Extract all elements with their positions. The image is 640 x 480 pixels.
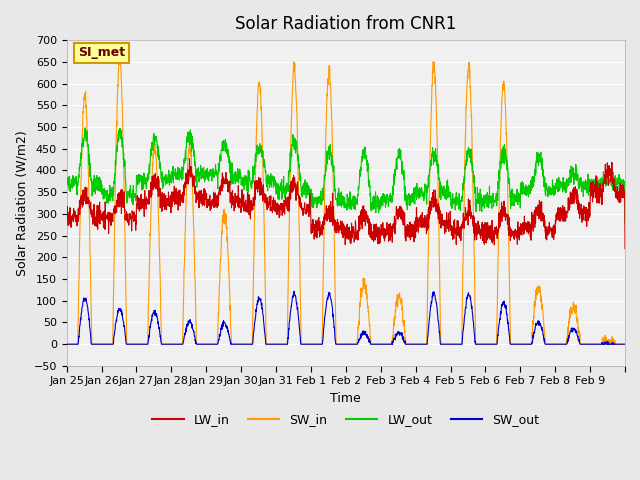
Text: SI_met: SI_met xyxy=(78,47,125,60)
Title: Solar Radiation from CNR1: Solar Radiation from CNR1 xyxy=(235,15,456,33)
Y-axis label: Solar Radiation (W/m2): Solar Radiation (W/m2) xyxy=(15,130,28,276)
X-axis label: Time: Time xyxy=(330,392,361,405)
Legend: LW_in, SW_in, LW_out, SW_out: LW_in, SW_in, LW_out, SW_out xyxy=(147,408,545,432)
